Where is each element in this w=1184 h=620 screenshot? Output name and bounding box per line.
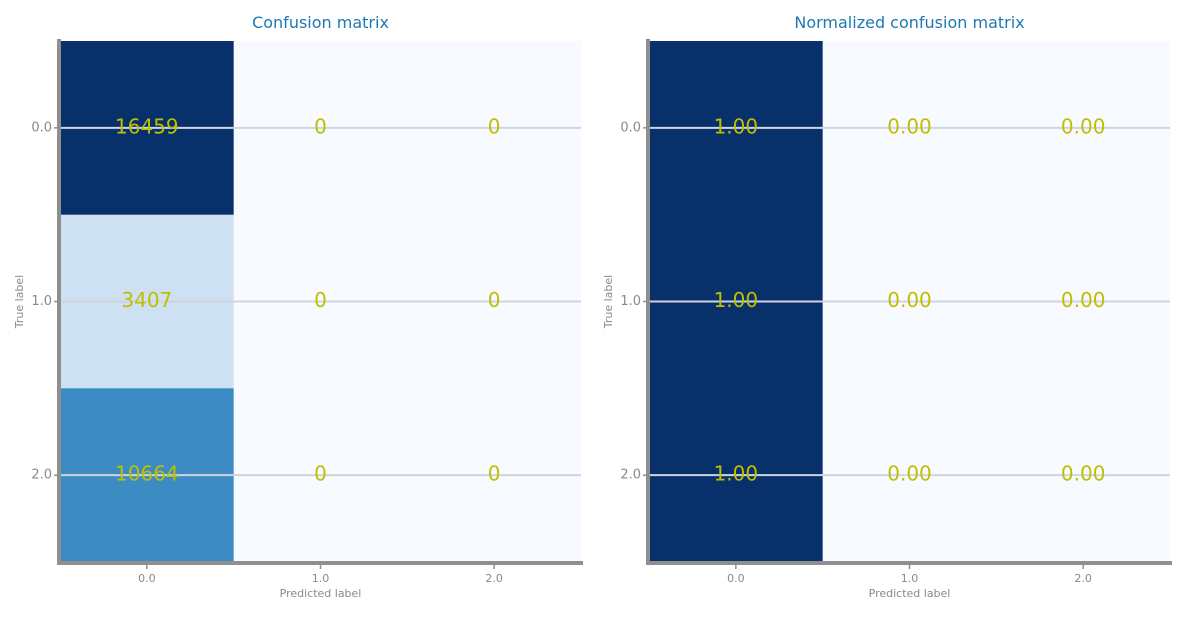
heatmap-panel-1: 16459 0 0 3407 0 0 10664 0 0 0.0 1.0 2.0 0.0 1.0 2.0 Co… (13, 13, 583, 600)
x-tick-label: 2.0 (485, 572, 503, 585)
x-axis-label: Predicted label (869, 587, 951, 600)
cell-value-label: 0.00 (1061, 462, 1106, 486)
x-tick-label: 0.0 (727, 572, 745, 585)
y-axis-label: True label (13, 275, 26, 329)
cell-value-label: 10664 (115, 462, 179, 486)
cell-value-label: 1.00 (714, 462, 759, 486)
y-tick-label: 0.0 (31, 120, 52, 135)
cell-value-label: 1.00 (714, 288, 759, 312)
cell-value-label: 0 (314, 288, 327, 312)
x-tick-label: 2.0 (1074, 572, 1092, 585)
cell-value-label: 1.00 (714, 114, 759, 138)
cell-value-label: 0.00 (887, 288, 932, 312)
cell-value-label: 0 (488, 114, 501, 138)
y-tick-label: 0.0 (620, 120, 641, 135)
x-tick-label: 1.0 (901, 572, 919, 585)
y-tick-label: 2.0 (31, 468, 52, 483)
y-axis-label: True label (602, 275, 615, 329)
chart-title: Normalized confusion matrix (794, 13, 1024, 32)
cell-value-label: 0 (314, 462, 327, 486)
cell-value-label: 0.00 (1061, 114, 1106, 138)
x-tick-label: 0.0 (138, 572, 156, 585)
cell-value-label: 0 (314, 114, 327, 138)
cell-value-label: 16459 (115, 114, 179, 138)
y-tick-label: 2.0 (620, 468, 641, 483)
cell-value-label: 0 (488, 288, 501, 312)
cell-value-label: 0.00 (887, 114, 932, 138)
cell-value-label: 0.00 (1061, 288, 1106, 312)
chart-title: Confusion matrix (252, 13, 389, 32)
cell-value-label: 0 (488, 462, 501, 486)
cell-value-label: 3407 (121, 288, 172, 312)
y-tick-label: 1.0 (31, 294, 52, 309)
y-tick-label: 1.0 (620, 294, 641, 309)
x-axis-label: Predicted label (280, 587, 362, 600)
x-tick-label: 1.0 (312, 572, 330, 585)
cell-value-label: 0.00 (887, 462, 932, 486)
heatmap-panel-2: 1.00 0.00 0.00 1.00 0.00 0.00 1.00 0.00 0.00 0.0 1… (602, 13, 1172, 600)
